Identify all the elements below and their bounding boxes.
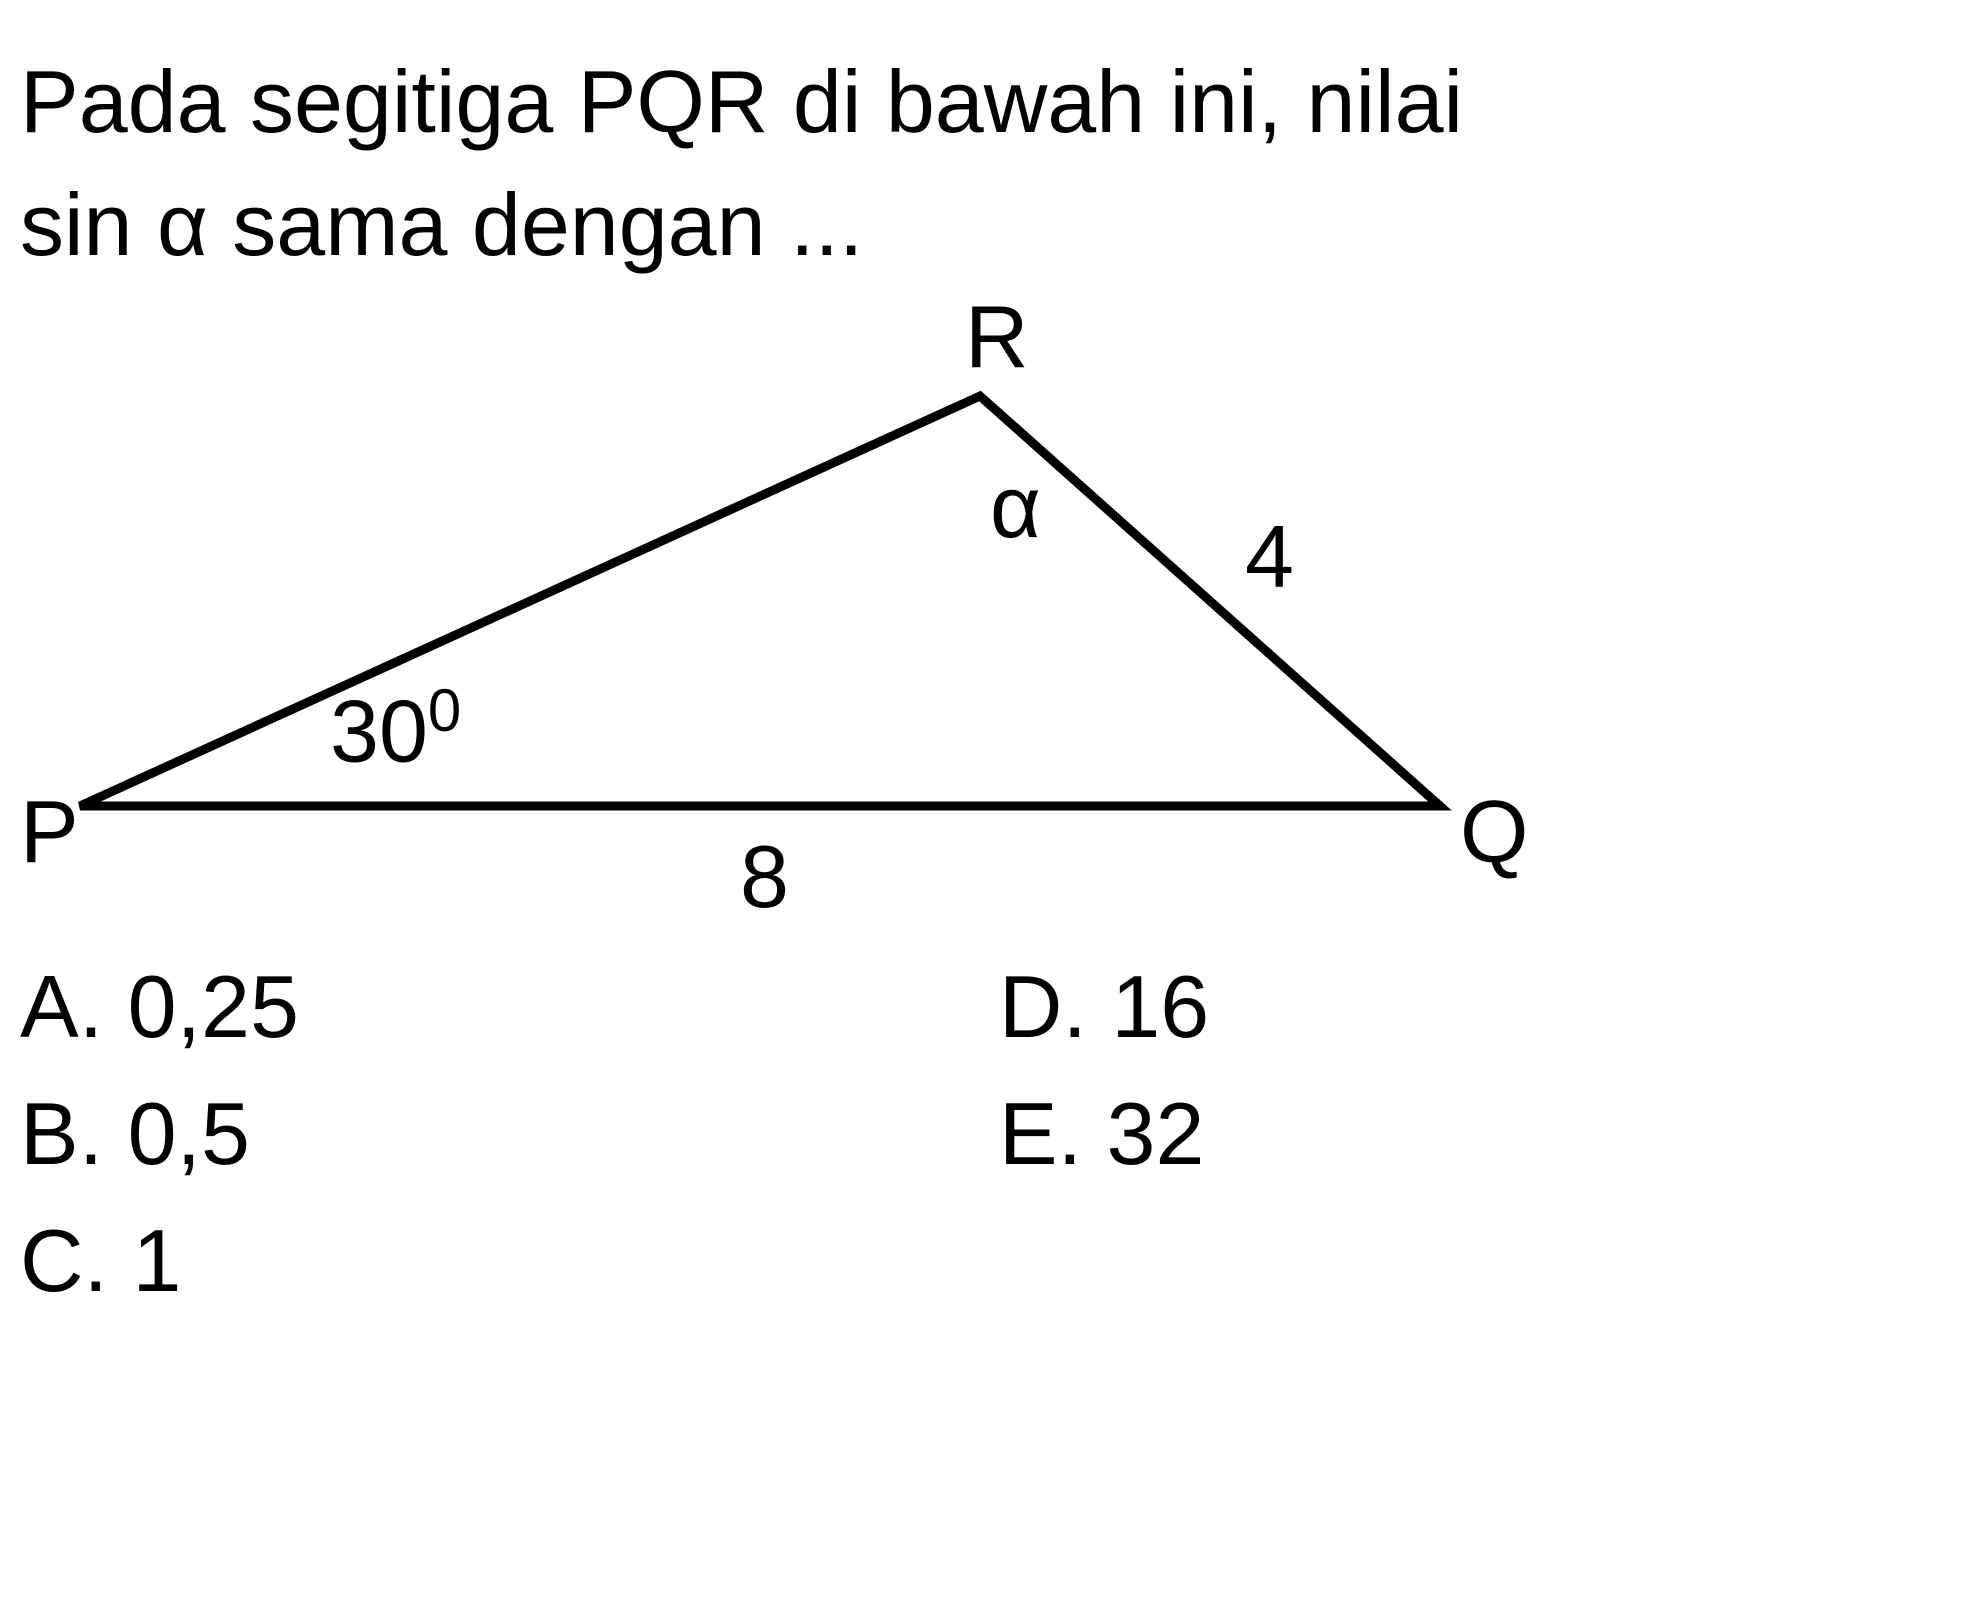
question-line-1: Pada segitiga PQR di bawah ini, nilai — [20, 40, 1950, 163]
triangle-diagram: R P Q α 300 4 8 — [20, 326, 1520, 926]
option-a[interactable]: A. 0,25 — [20, 956, 299, 1058]
question-text: Pada segitiga PQR di bawah ini, nilai si… — [20, 40, 1950, 286]
option-c-value: 1 — [108, 1211, 181, 1310]
side-pq-label: 8 — [740, 826, 789, 928]
option-e[interactable]: E. 32 — [999, 1083, 1209, 1185]
angle-alpha-label: α — [990, 456, 1041, 558]
vertex-label-P: P — [20, 781, 79, 883]
option-c-letter: C. — [20, 1211, 108, 1310]
option-d-value: 16 — [1087, 957, 1209, 1056]
options-column-left: A. 0,25 B. 0,5 C. 1 — [20, 956, 299, 1312]
option-b-value: 0,5 — [103, 1084, 250, 1183]
angle-30-label: 300 — [330, 676, 461, 782]
option-b-letter: B. — [20, 1084, 103, 1183]
option-b[interactable]: B. 0,5 — [20, 1083, 299, 1185]
side-rq-label: 4 — [1245, 506, 1294, 608]
option-d-letter: D. — [999, 957, 1087, 1056]
question-line-2: sin α sama dengan ... — [20, 163, 1950, 286]
vertex-label-R: R — [965, 286, 1029, 388]
options-container: A. 0,25 B. 0,5 C. 1 D. 16 E. 32 — [20, 956, 1950, 1312]
option-c[interactable]: C. 1 — [20, 1210, 299, 1312]
option-a-value: 0,25 — [103, 957, 299, 1056]
option-e-value: 32 — [1082, 1084, 1204, 1183]
vertex-label-Q: Q — [1460, 781, 1528, 883]
option-d[interactable]: D. 16 — [999, 956, 1209, 1058]
option-e-letter: E. — [999, 1084, 1082, 1183]
option-a-letter: A. — [20, 957, 103, 1056]
angle-30-value: 30 — [330, 682, 428, 781]
triangle-shape — [80, 396, 1440, 806]
degree-symbol: 0 — [428, 677, 461, 744]
options-column-right: D. 16 E. 32 — [999, 956, 1209, 1312]
